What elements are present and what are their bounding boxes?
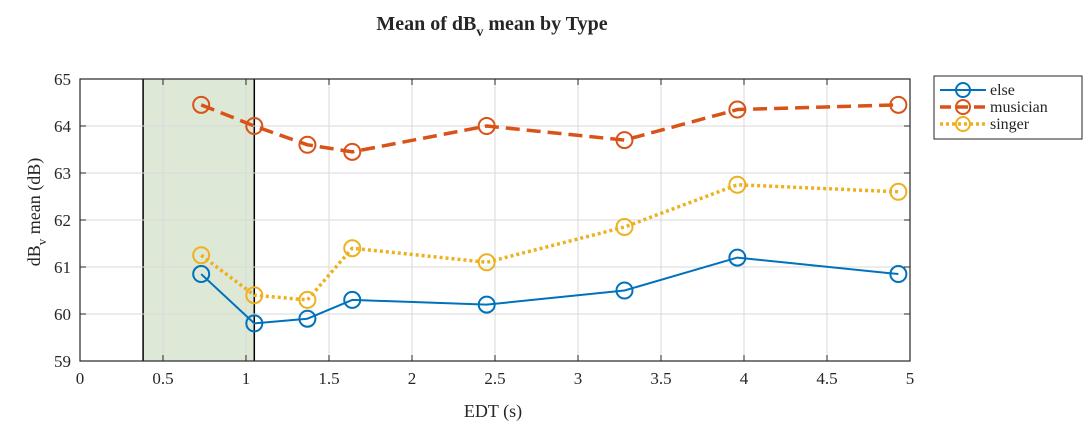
x-axis-label: EDT (s) [464,401,522,422]
data-point-singer [728,175,747,194]
chart-title: Mean of dBv mean by Type [376,13,607,40]
x-tick-label: 4 [740,369,749,388]
legend-label-else: else [990,82,1015,99]
data-point-else [192,265,211,284]
data-point-musician [889,95,908,114]
x-tick-label: 5 [906,369,915,388]
series-line-singer [200,183,899,302]
y-tick-label: 62 [54,211,71,230]
x-tick-label: 2.5 [484,369,505,388]
data-point-singer [477,253,496,272]
legend-label-singer: singer [990,116,1030,133]
x-tick-label: 1 [242,369,251,388]
data-point-else [615,281,634,300]
y-tick-label: 60 [54,305,71,324]
data-point-singer [615,218,634,237]
x-tick-label: 0 [76,369,85,388]
y-tick-label: 61 [54,258,71,277]
data-point-singer [889,182,908,201]
data-point-musician [192,95,211,114]
data-point-else [245,314,264,333]
data-point-musician [298,135,317,154]
data-point-musician [343,142,362,161]
data-point-else [889,265,908,284]
x-tick-label: 0.5 [152,369,173,388]
data-point-musician [245,117,264,135]
series-line-musician [200,103,899,154]
data-point-else [298,309,317,328]
data-point-musician [615,131,634,150]
data-point-musician [477,117,496,135]
data-point-singer [298,290,317,309]
legend-marker-singer [955,116,971,132]
data-point-singer [343,239,362,258]
x-tick-label: 3.5 [650,369,671,388]
legend-label-musician: musician [990,99,1048,116]
data-point-singer [245,286,264,305]
y-tick-label: 59 [54,352,71,371]
y-axis-label: dBv mean (dB) [24,158,49,267]
legend-marker-musician [955,99,971,115]
y-tick-label: 65 [54,70,71,89]
data-point-else [343,290,362,309]
data-point-musician [728,100,747,119]
x-tick-label: 2 [408,369,417,388]
x-tick-label: 1.5 [318,369,339,388]
data-point-else [477,295,496,314]
x-tick-label: 4.5 [816,369,837,388]
legend-marker-else [955,82,971,98]
data-point-else [728,248,747,267]
data-point-singer [192,246,211,265]
y-tick-label: 63 [54,164,71,183]
x-tick-label: 3 [574,369,583,388]
y-tick-label: 64 [54,117,72,136]
